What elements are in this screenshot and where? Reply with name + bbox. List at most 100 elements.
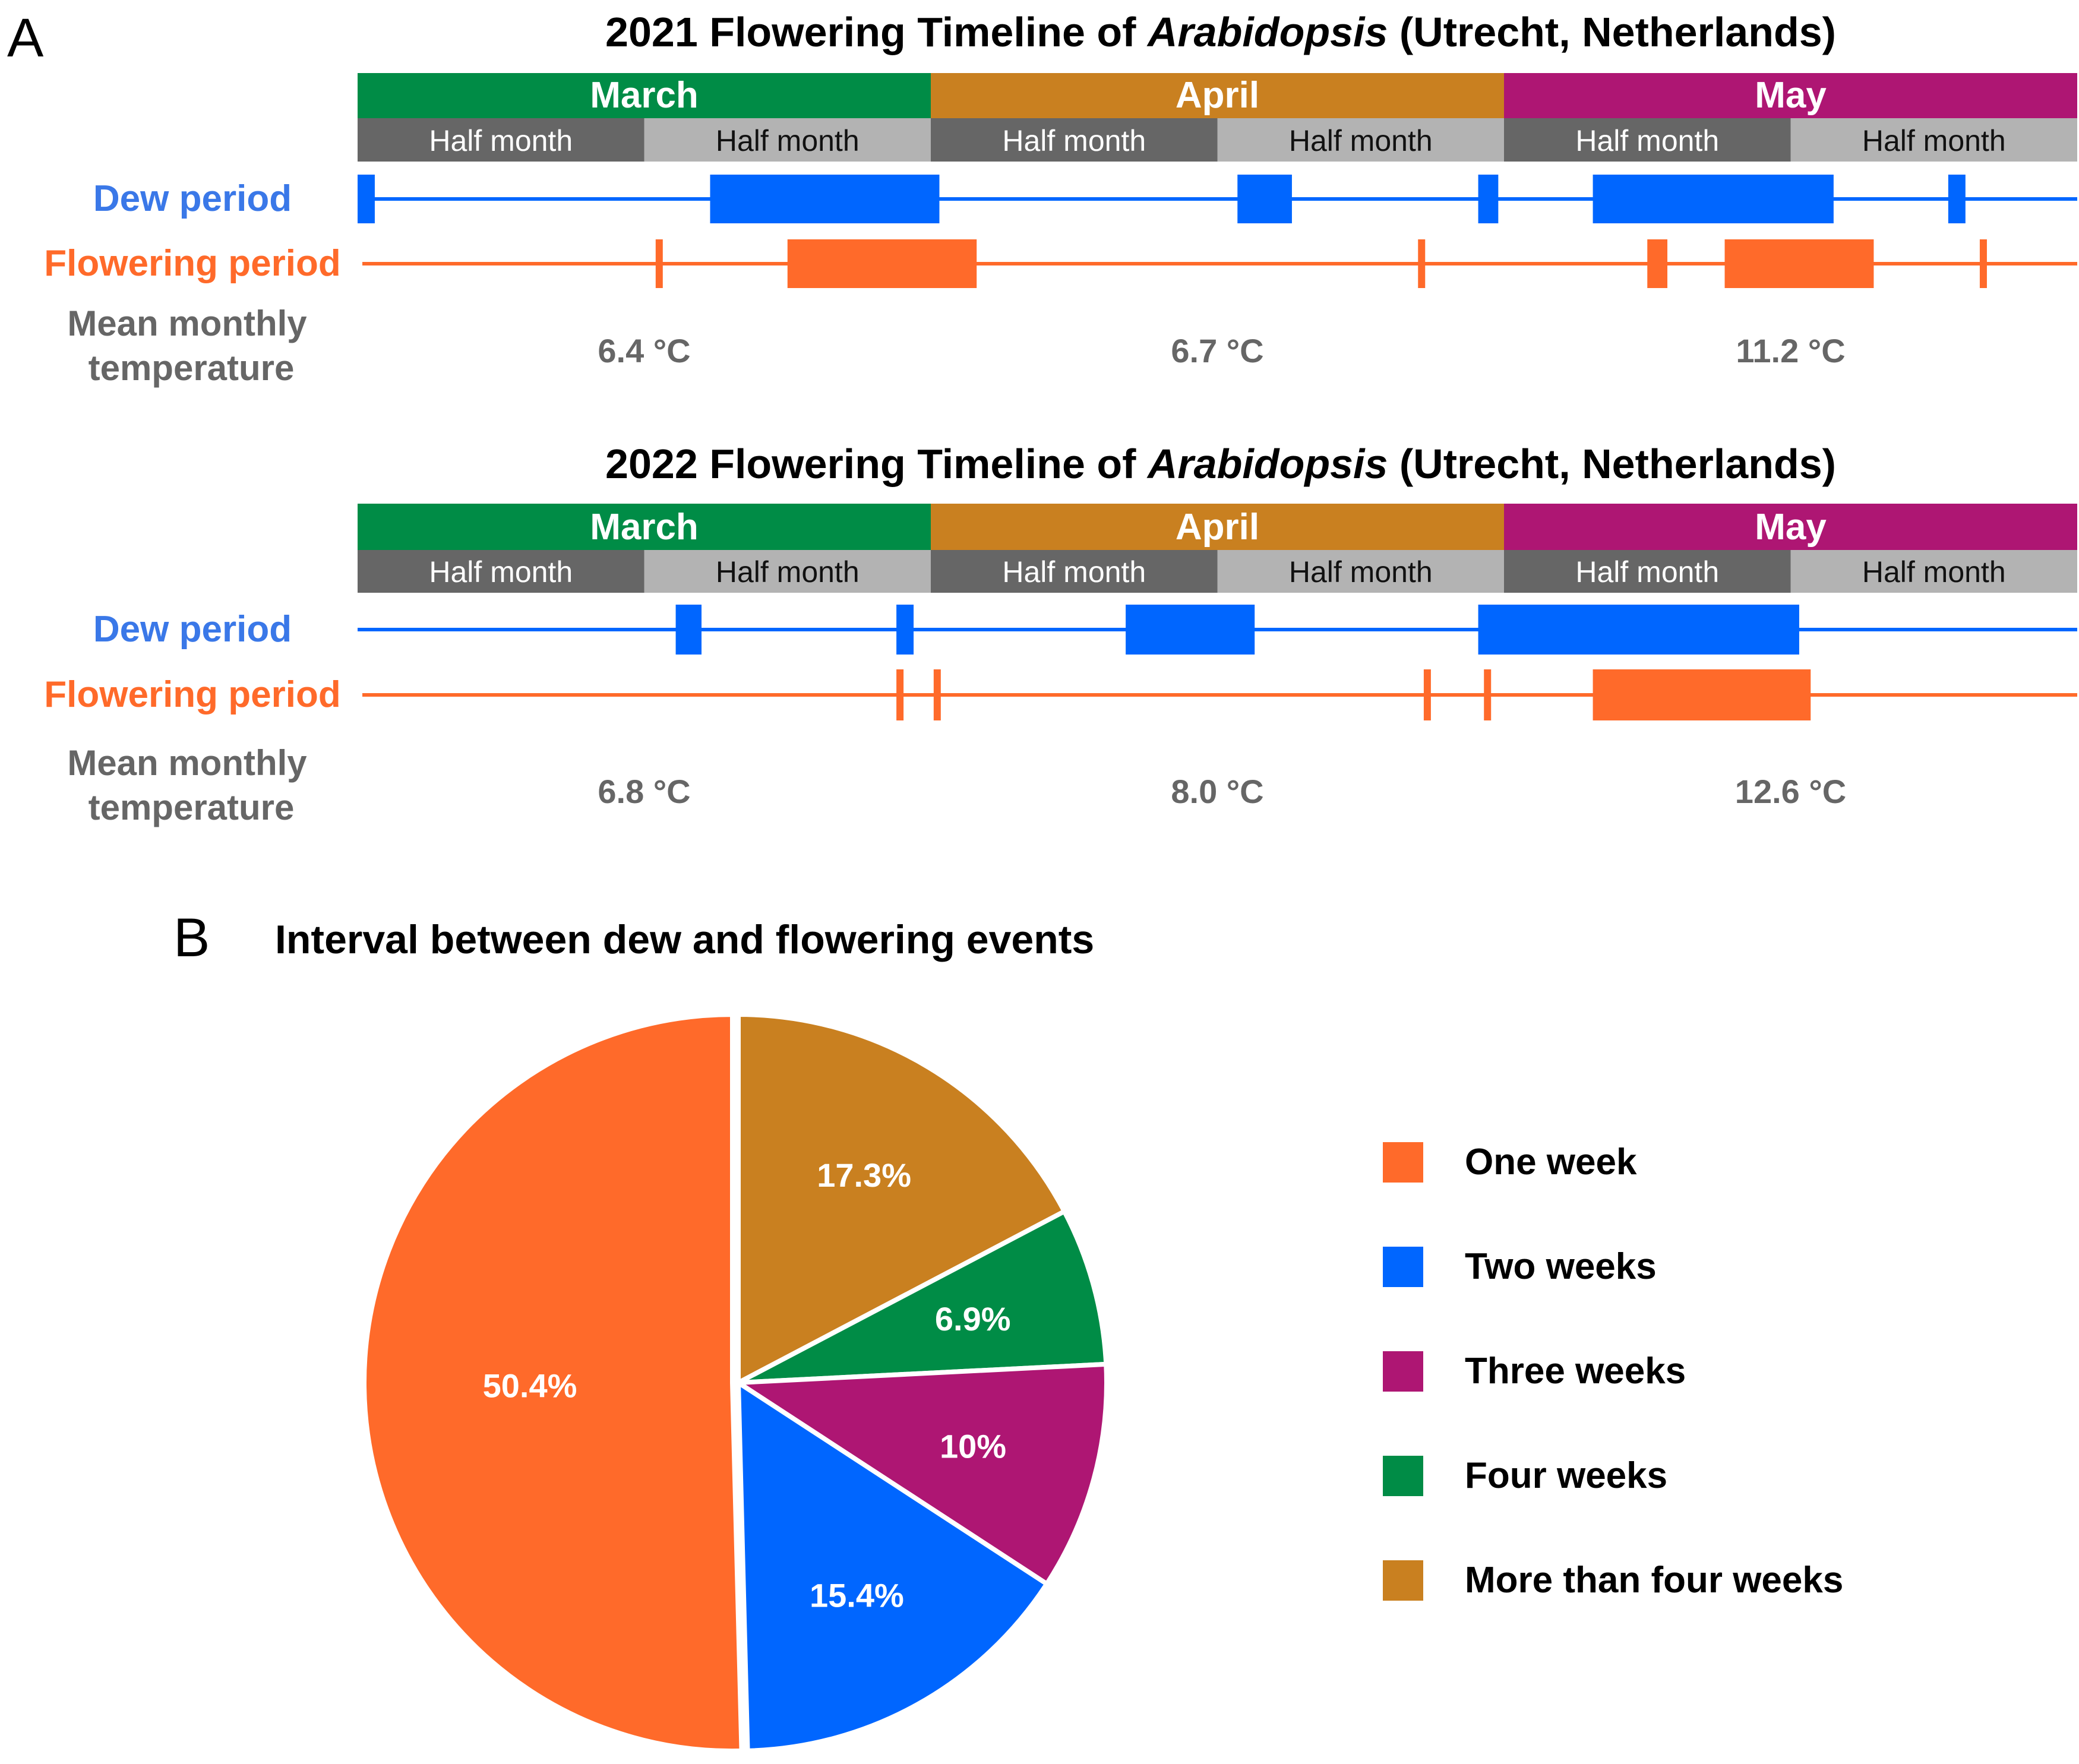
timeline-2021: 2021 Flowering Timeline of Arabidopsis (…: [44, 9, 2077, 388]
panel-label-b: B: [173, 908, 210, 968]
half-month-band: [1217, 118, 1504, 162]
flowering-event: [655, 239, 663, 288]
legend-label: One week: [1465, 1142, 1637, 1183]
timeline-2022: 2022 Flowering Timeline of Arabidopsis (…: [44, 441, 2077, 827]
dew-event: [1593, 175, 1834, 223]
temperature-value: 11.2 °C: [1736, 332, 1845, 369]
dew-event: [1126, 605, 1255, 655]
pie-slice: [731, 1361, 1109, 1588]
pie-chart: 17.3% 6.9% 10% 15.4% 50.4%: [361, 1011, 1109, 1754]
pie-title: Interval between dew and flowering event…: [275, 917, 1094, 962]
half-month-label: Half month: [1862, 555, 2006, 589]
half-month-band: [358, 550, 644, 593]
flowering-event: [1647, 239, 1668, 288]
temperature-value: 12.6 °C: [1735, 773, 1846, 810]
temperature-value: 6.7 °C: [1171, 332, 1263, 369]
pie-slice: [737, 1208, 1109, 1385]
half-month-band: [644, 118, 931, 162]
flowering-period-label: Flowering period: [44, 243, 340, 284]
temperature-value: 8.0 °C: [1171, 773, 1263, 810]
title-prefix: 2022 Flowering Timeline of: [605, 441, 1148, 487]
dew-event: [1478, 605, 1799, 655]
title-prefix: 2021 Flowering Timeline of: [605, 9, 1148, 55]
flowering-event: [933, 669, 941, 720]
half-month-label: Half month: [716, 124, 860, 157]
temperature-label-line2: temperature: [89, 348, 295, 388]
pie-slice: [736, 1011, 1068, 1387]
dew-event: [710, 175, 940, 223]
month-band: [358, 73, 931, 118]
legend-label: Three weeks: [1465, 1351, 1686, 1392]
pie-legend: One week Two weeks Three weeks Four weeks Mo…: [1383, 1142, 1843, 1601]
legend-swatch: [1383, 1560, 1423, 1601]
month-label: April: [1176, 75, 1259, 116]
legend-label: Four weeks: [1465, 1455, 1667, 1496]
dew-period-label: Dew period: [93, 178, 292, 219]
legend-label: Two weeks: [1465, 1246, 1657, 1287]
half-month-label: Half month: [429, 124, 573, 157]
legend-swatch: [1383, 1456, 1423, 1496]
pie-slice: [735, 1378, 1050, 1753]
legend-swatch: [1383, 1142, 1423, 1183]
dew-event: [675, 605, 702, 655]
temperature-label-line1: Mean monthly: [67, 743, 307, 783]
flowering-event: [1418, 239, 1426, 288]
dew-event: [358, 175, 375, 223]
panel-label-a: A: [7, 8, 44, 68]
temperature-value: 6.4 °C: [598, 332, 690, 369]
temperature-label-line1: Mean monthly: [67, 304, 307, 343]
half-month-label: Half month: [1289, 555, 1433, 589]
month-band: [358, 504, 931, 550]
half-month-label: Half month: [1575, 124, 1719, 157]
half-month-label: Half month: [716, 555, 860, 589]
half-month-band: [1504, 118, 1791, 162]
legend-label: More than four weeks: [1465, 1560, 1843, 1601]
legend-swatch: [1383, 1247, 1423, 1287]
dew-event: [896, 605, 914, 655]
month-label: May: [1755, 75, 1827, 116]
half-month-band: [1217, 550, 1504, 593]
half-month-band: [1790, 550, 2077, 593]
pie-slice: [361, 1012, 744, 1754]
flowering-event: [1423, 669, 1431, 720]
timeline-title: 2021 Flowering Timeline of Arabidopsis (…: [605, 9, 1836, 55]
month-label: April: [1176, 507, 1259, 548]
legend-swatch: [1383, 1351, 1423, 1392]
month-band: [931, 73, 1504, 118]
temperature-value: 6.8 °C: [598, 773, 690, 810]
dew-event: [1478, 175, 1499, 223]
flowering-event: [1979, 239, 1987, 288]
pie-slice-label: 50.4%: [483, 1367, 577, 1404]
month-label: March: [590, 507, 699, 548]
title-suffix: (Utrecht, Netherlands): [1388, 9, 1836, 55]
pie-slice-label: 15.4%: [810, 1576, 904, 1614]
title-species: Arabidopsis: [1146, 9, 1388, 55]
month-band: [931, 504, 1504, 550]
half-month-band: [358, 118, 644, 162]
timeline-title: 2022 Flowering Timeline of Arabidopsis (…: [605, 441, 1836, 487]
half-month-label: Half month: [1575, 555, 1719, 589]
half-month-label: Half month: [1002, 124, 1146, 157]
half-month-label: Half month: [1289, 124, 1433, 157]
pie-slice-label: 10%: [940, 1428, 1006, 1465]
half-month-label: Half month: [429, 555, 573, 589]
half-month-label: Half month: [1862, 124, 2006, 157]
month-label: March: [590, 75, 699, 116]
flowering-event: [896, 669, 904, 720]
dew-event: [1948, 175, 1966, 223]
month-band: [1504, 504, 2077, 550]
flowering-event: [787, 239, 977, 288]
flowering-event: [1593, 669, 1811, 720]
dew-period-label: Dew period: [93, 609, 292, 650]
half-month-band: [931, 550, 1218, 593]
month-band: [1504, 73, 2077, 118]
half-month-band: [1504, 550, 1791, 593]
half-month-band: [644, 550, 931, 593]
flowering-event: [1724, 239, 1874, 288]
title-species: Arabidopsis: [1146, 441, 1388, 487]
month-label: May: [1755, 507, 1827, 548]
title-suffix: (Utrecht, Netherlands): [1388, 441, 1836, 487]
flowering-event: [1484, 669, 1492, 720]
half-month-label: Half month: [1002, 555, 1146, 589]
